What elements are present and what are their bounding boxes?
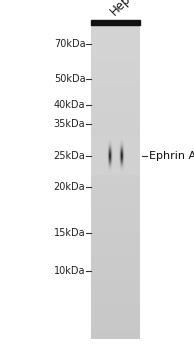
Text: 10kDa: 10kDa bbox=[54, 266, 85, 276]
Text: 15kDa: 15kDa bbox=[54, 228, 85, 238]
Text: 70kDa: 70kDa bbox=[54, 39, 85, 49]
Text: 20kDa: 20kDa bbox=[54, 182, 85, 192]
Text: 25kDa: 25kDa bbox=[54, 151, 85, 161]
Text: Ephrin A1: Ephrin A1 bbox=[149, 151, 194, 161]
Text: HepG2: HepG2 bbox=[108, 0, 146, 18]
Bar bbox=[91, 20, 140, 24]
Text: 35kDa: 35kDa bbox=[54, 119, 85, 129]
Text: 50kDa: 50kDa bbox=[54, 74, 85, 84]
Text: 40kDa: 40kDa bbox=[54, 100, 85, 110]
